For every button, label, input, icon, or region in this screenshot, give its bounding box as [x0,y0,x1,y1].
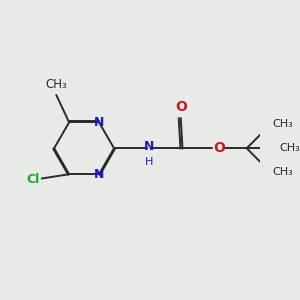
Text: CH₃: CH₃ [45,78,67,91]
Text: N: N [144,140,154,153]
Text: CH₃: CH₃ [272,167,293,177]
Text: N: N [94,168,104,181]
Text: CH₃: CH₃ [272,119,293,129]
Text: H: H [145,157,153,167]
Text: Cl: Cl [26,173,40,186]
Text: O: O [213,141,225,155]
Text: CH₃: CH₃ [279,143,300,153]
Text: O: O [175,100,187,114]
Text: N: N [94,116,104,129]
